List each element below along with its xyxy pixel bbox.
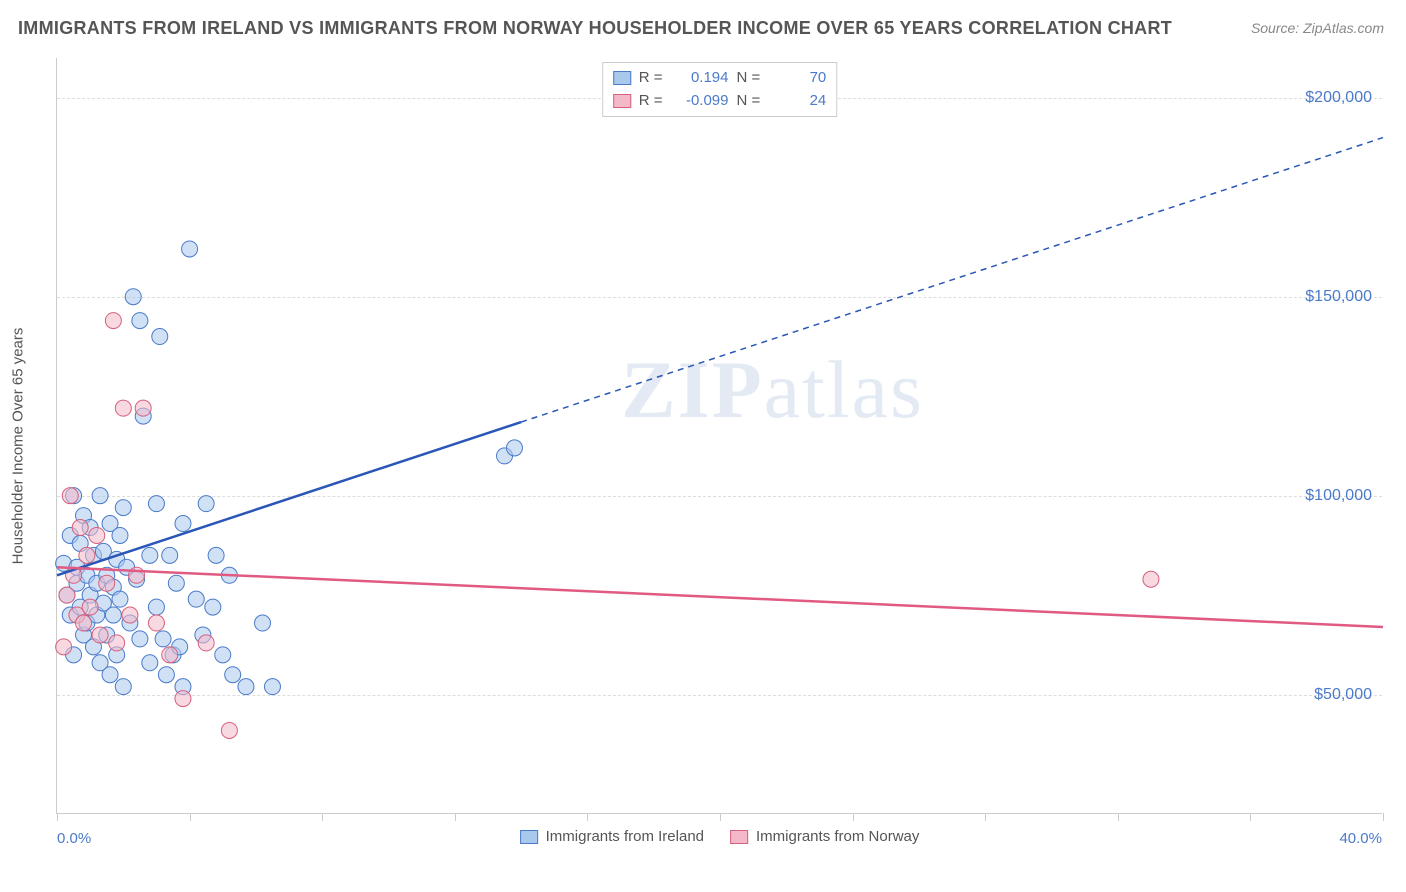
data-point bbox=[182, 241, 198, 257]
data-point bbox=[92, 627, 108, 643]
data-point bbox=[115, 400, 131, 416]
x-tick bbox=[190, 813, 191, 821]
data-point bbox=[89, 527, 105, 543]
x-tick bbox=[587, 813, 588, 821]
y-tick-label: $200,000 bbox=[1305, 89, 1372, 107]
data-point bbox=[132, 631, 148, 647]
data-point bbox=[162, 547, 178, 563]
correlation-chart: IMMIGRANTS FROM IRELAND VS IMMIGRANTS FR… bbox=[0, 0, 1406, 892]
x-tick bbox=[985, 813, 986, 821]
swatch-norway bbox=[730, 830, 748, 844]
data-point bbox=[132, 313, 148, 329]
source-attribution: Source: ZipAtlas.com bbox=[1251, 20, 1384, 36]
data-point bbox=[152, 329, 168, 345]
legend-item-norway: Immigrants from Norway bbox=[730, 828, 919, 845]
data-point bbox=[148, 496, 164, 512]
stats-row-ireland: R = 0.194 N = 70 bbox=[613, 67, 827, 90]
x-axis-min-label: 0.0% bbox=[57, 830, 91, 847]
data-point bbox=[79, 547, 95, 563]
data-point bbox=[158, 667, 174, 683]
data-point bbox=[59, 587, 75, 603]
swatch-ireland bbox=[520, 830, 538, 844]
plot-svg bbox=[57, 58, 1382, 813]
data-point bbox=[238, 679, 254, 695]
x-tick bbox=[57, 813, 58, 821]
x-tick bbox=[455, 813, 456, 821]
data-point bbox=[102, 667, 118, 683]
data-point bbox=[142, 655, 158, 671]
correlation-stats-box: R = 0.194 N = 70 R = -0.099 N = 24 bbox=[602, 62, 838, 117]
data-point bbox=[142, 547, 158, 563]
data-point bbox=[162, 647, 178, 663]
data-point bbox=[92, 488, 108, 504]
swatch-norway bbox=[613, 94, 631, 108]
y-tick-label: $50,000 bbox=[1314, 686, 1372, 704]
x-tick bbox=[322, 813, 323, 821]
y-tick-label: $150,000 bbox=[1305, 288, 1372, 306]
data-point bbox=[205, 599, 221, 615]
x-tick bbox=[1118, 813, 1119, 821]
y-axis-label: Householder Income Over 65 years bbox=[10, 328, 27, 565]
data-point bbox=[175, 516, 191, 532]
data-point bbox=[99, 575, 115, 591]
data-point bbox=[148, 615, 164, 631]
data-point bbox=[105, 313, 121, 329]
data-point bbox=[115, 679, 131, 695]
data-point bbox=[155, 631, 171, 647]
data-point bbox=[135, 400, 151, 416]
data-point bbox=[112, 591, 128, 607]
data-point bbox=[56, 639, 72, 655]
data-point bbox=[264, 679, 280, 695]
x-tick bbox=[720, 813, 721, 821]
chart-title: IMMIGRANTS FROM IRELAND VS IMMIGRANTS FR… bbox=[18, 18, 1172, 39]
data-point bbox=[1143, 571, 1159, 587]
data-point bbox=[175, 691, 191, 707]
swatch-ireland bbox=[613, 71, 631, 85]
data-point bbox=[198, 635, 214, 651]
data-point bbox=[115, 500, 131, 516]
data-point bbox=[82, 599, 98, 615]
data-point bbox=[122, 607, 138, 623]
data-point bbox=[112, 527, 128, 543]
data-point bbox=[225, 667, 241, 683]
data-point bbox=[188, 591, 204, 607]
data-point bbox=[76, 615, 92, 631]
bottom-legend: Immigrants from Ireland Immigrants from … bbox=[520, 828, 920, 845]
plot-area: ZIPatlas R = 0.194 N = 70 R = -0.099 N =… bbox=[56, 58, 1382, 814]
legend-item-ireland: Immigrants from Ireland bbox=[520, 828, 704, 845]
data-point bbox=[62, 488, 78, 504]
data-point bbox=[105, 607, 121, 623]
data-point bbox=[221, 722, 237, 738]
data-point bbox=[148, 599, 164, 615]
data-point bbox=[72, 520, 88, 536]
x-tick bbox=[1383, 813, 1384, 821]
data-point bbox=[168, 575, 184, 591]
x-tick bbox=[853, 813, 854, 821]
data-point bbox=[109, 635, 125, 651]
data-point bbox=[255, 615, 271, 631]
data-point bbox=[198, 496, 214, 512]
data-point bbox=[125, 289, 141, 305]
x-tick bbox=[1250, 813, 1251, 821]
y-tick-label: $100,000 bbox=[1305, 487, 1372, 505]
data-point bbox=[208, 547, 224, 563]
x-axis-max-label: 40.0% bbox=[1339, 830, 1382, 847]
stats-row-norway: R = -0.099 N = 24 bbox=[613, 90, 827, 113]
data-point bbox=[506, 440, 522, 456]
data-point bbox=[215, 647, 231, 663]
